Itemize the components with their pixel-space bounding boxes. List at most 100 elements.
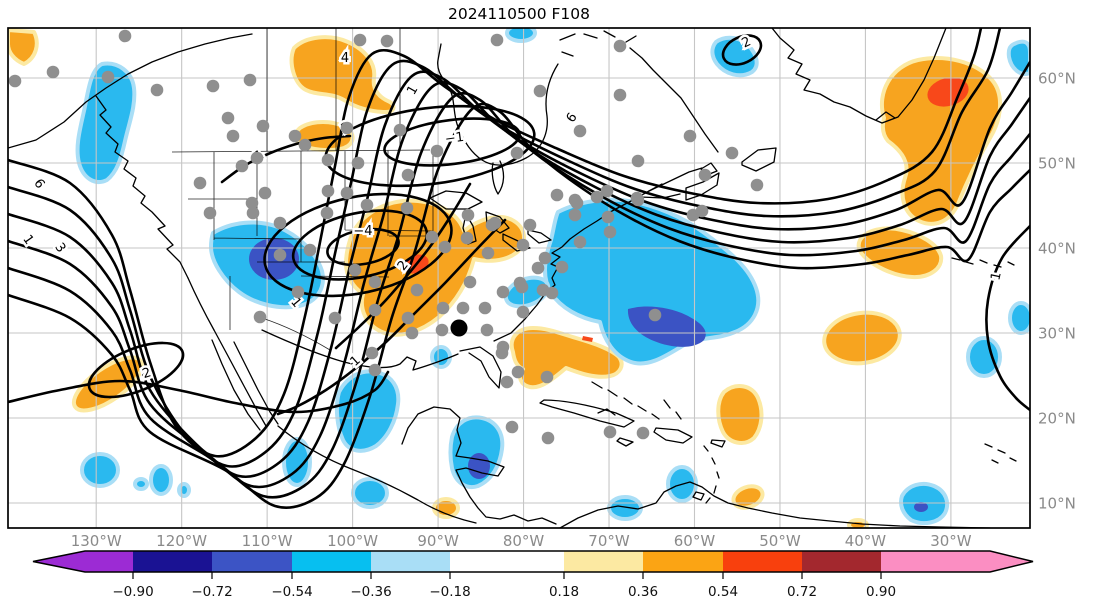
station-dot (351, 156, 365, 170)
colorbar-tick-label: −0.54 (271, 584, 312, 600)
station-dot (511, 365, 525, 379)
station-dot (505, 420, 519, 434)
colorbar-segment (371, 551, 450, 572)
colorbar-segment (292, 551, 371, 572)
station-dot (221, 111, 235, 125)
station-dot (523, 218, 537, 232)
colorbar-tick-label: 0.90 (866, 584, 896, 600)
station-dot (321, 153, 335, 167)
station-dot (256, 119, 270, 133)
colorbar-tick-label: −0.72 (191, 584, 232, 600)
lon-tick-label: 90°W (417, 532, 459, 550)
station-dot (250, 151, 264, 165)
station-dot (401, 168, 415, 182)
lon-tick-label: 100°W (327, 532, 378, 550)
negative-region (177, 482, 191, 498)
lat-tick-label: 60°N (1038, 70, 1076, 88)
lon-tick-label: 80°W (503, 532, 545, 550)
station-dot (243, 73, 257, 87)
station-dot (118, 29, 132, 43)
station-dot (273, 216, 287, 230)
coast-florida (459, 346, 502, 389)
colorbar-segment (450, 551, 564, 572)
coast-labrador (629, 47, 719, 153)
station-dot (631, 193, 645, 207)
station-dot (340, 186, 354, 200)
coast-pacific-northwest (95, 95, 189, 279)
station-dot (193, 176, 207, 190)
station-dot (425, 230, 439, 244)
station-dot (631, 154, 645, 168)
station-dot (478, 301, 492, 315)
station-dot (540, 370, 554, 384)
negative-region (430, 345, 452, 369)
negative-region (966, 336, 1002, 378)
station-dot (393, 123, 407, 137)
contour-label: −4 (353, 224, 372, 239)
positive-region (344, 198, 526, 337)
station-dot (460, 231, 474, 245)
positive-region (716, 384, 764, 445)
contour-line (8, 91, 1030, 499)
station-dot (695, 204, 709, 218)
station-dot (380, 34, 394, 48)
station-dot (516, 305, 530, 319)
coast-bahamas (591, 381, 682, 420)
station-dot (496, 285, 510, 299)
station-dot (8, 74, 22, 88)
contour-label: −1 (444, 130, 465, 148)
station-dot (636, 426, 650, 440)
station-dot (456, 301, 470, 315)
station-dot (258, 186, 272, 200)
station-dot (515, 280, 529, 294)
negative-core (468, 453, 490, 479)
colorbar-segment (802, 551, 881, 572)
positive-region (856, 226, 944, 280)
station-dot (320, 206, 334, 220)
station-dot (683, 129, 697, 143)
highlight-station-dot (450, 319, 468, 337)
latitude-axis: 60°N 50°N 40°N 30°N 20°N 10°N (1038, 70, 1076, 513)
station-dot (545, 286, 559, 300)
station-dot (368, 303, 382, 317)
longitude-axis: 130°W 120°W 110°W 100°W 90°W 80°W 70°W 60°W 50°W… (71, 532, 972, 550)
colorbar-tick-label: −0.90 (112, 584, 153, 600)
station-dot (516, 238, 530, 252)
contour-line (8, 81, 1030, 489)
lon-tick-label: 50°W (759, 532, 801, 550)
station-dot (405, 326, 419, 340)
negative-core (249, 238, 299, 280)
lon-tick-label: 30°W (930, 532, 972, 550)
coast-us-east (493, 183, 663, 342)
station-dot (368, 363, 382, 377)
positive-core (582, 336, 593, 342)
colorbar: −0.90 −0.72 −0.54 −0.36 −0.18 0.18 0.36 0.54 0.7… (32, 550, 1034, 600)
station-dot (273, 248, 287, 262)
negative-region (710, 35, 759, 78)
station-dot (603, 225, 617, 239)
colorbar-tick-label: 0.18 (549, 584, 579, 600)
station-dot (288, 129, 302, 143)
contour-line (8, 60, 1030, 478)
station-dot (340, 121, 354, 135)
station-dots (8, 29, 764, 445)
station-dot (246, 206, 260, 220)
station-dot (203, 206, 217, 220)
station-dot (601, 210, 615, 224)
colorbar-segment (564, 551, 643, 572)
station-dot (410, 283, 424, 297)
coast-cuba (539, 399, 635, 428)
coast-us-west (187, 277, 215, 331)
station-dot (430, 144, 444, 158)
contour-line (276, 218, 507, 416)
station-dot (365, 346, 379, 360)
great-lakes (429, 190, 552, 252)
station-dot (436, 301, 450, 315)
coast-alaska-arctic (8, 33, 253, 149)
colorbar-segment (723, 551, 802, 572)
coast-south-america (559, 481, 991, 528)
negative-core (914, 502, 928, 512)
lat-tick-label: 20°N (1038, 410, 1076, 428)
station-dot (488, 216, 502, 230)
